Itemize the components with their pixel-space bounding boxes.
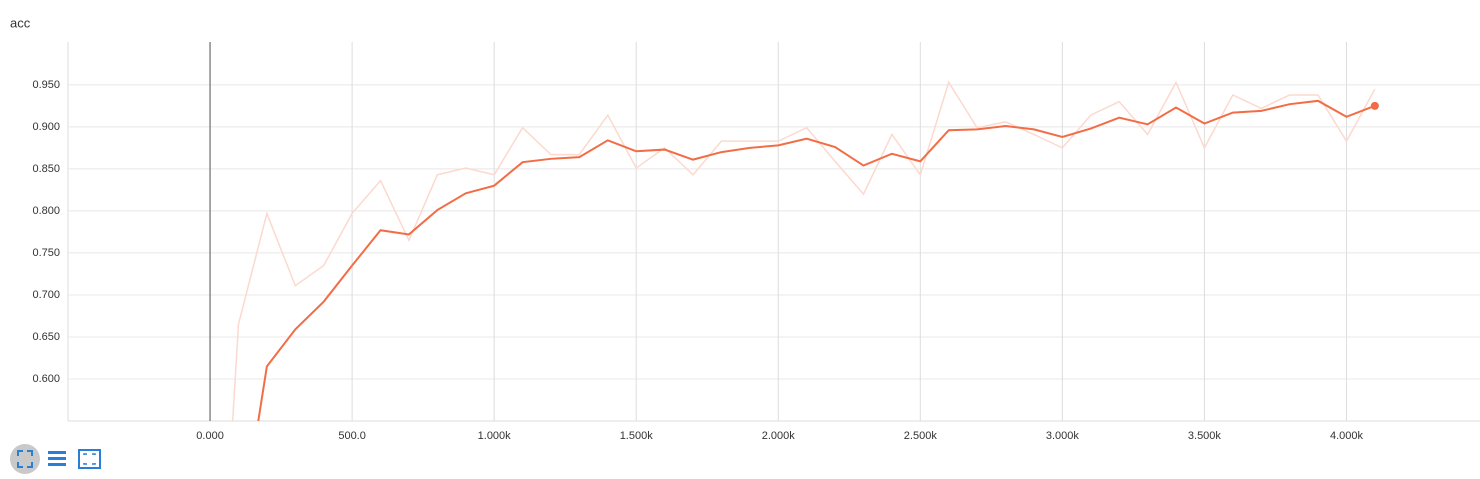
y-tick-label: 0.650 <box>32 331 60 343</box>
x-tick-label: 3.000k <box>1046 430 1080 442</box>
y-tick-label: 0.800 <box>32 205 60 217</box>
expand-button[interactable] <box>78 449 101 469</box>
y-tick-label: 0.850 <box>32 163 60 175</box>
series-line <box>257 99 1376 421</box>
plot <box>231 80 1379 421</box>
y-tick-label: 0.950 <box>32 79 60 91</box>
fit-button[interactable] <box>10 444 40 474</box>
fit-icon <box>17 450 33 468</box>
y-tick-label: 0.600 <box>32 373 60 385</box>
x-tick-label: 0.000 <box>196 430 224 442</box>
x-tick-label: 1.500k <box>620 430 654 442</box>
toolbar <box>10 444 101 474</box>
grid: 0.600 0.650 0.700 0.750 0.800 0.850 0.900 0.950… <box>32 42 1480 442</box>
chart-title: acc <box>10 15 31 30</box>
log-button[interactable] <box>48 451 66 466</box>
x-tick-label: 500.0 <box>338 430 366 442</box>
series-line <box>231 80 1376 421</box>
y-tick-label: 0.900 <box>32 121 60 133</box>
x-tick-label: 2.500k <box>904 430 938 442</box>
y-tick-label: 0.750 <box>32 247 60 259</box>
x-tick-label: 2.000k <box>762 430 796 442</box>
y-tick-label: 0.700 <box>32 289 60 301</box>
last-point <box>1370 101 1379 110</box>
x-tick-label: 1.000k <box>478 430 512 442</box>
x-tick-label: 4.000k <box>1330 430 1364 442</box>
x-tick-label: 3.500k <box>1188 430 1222 442</box>
